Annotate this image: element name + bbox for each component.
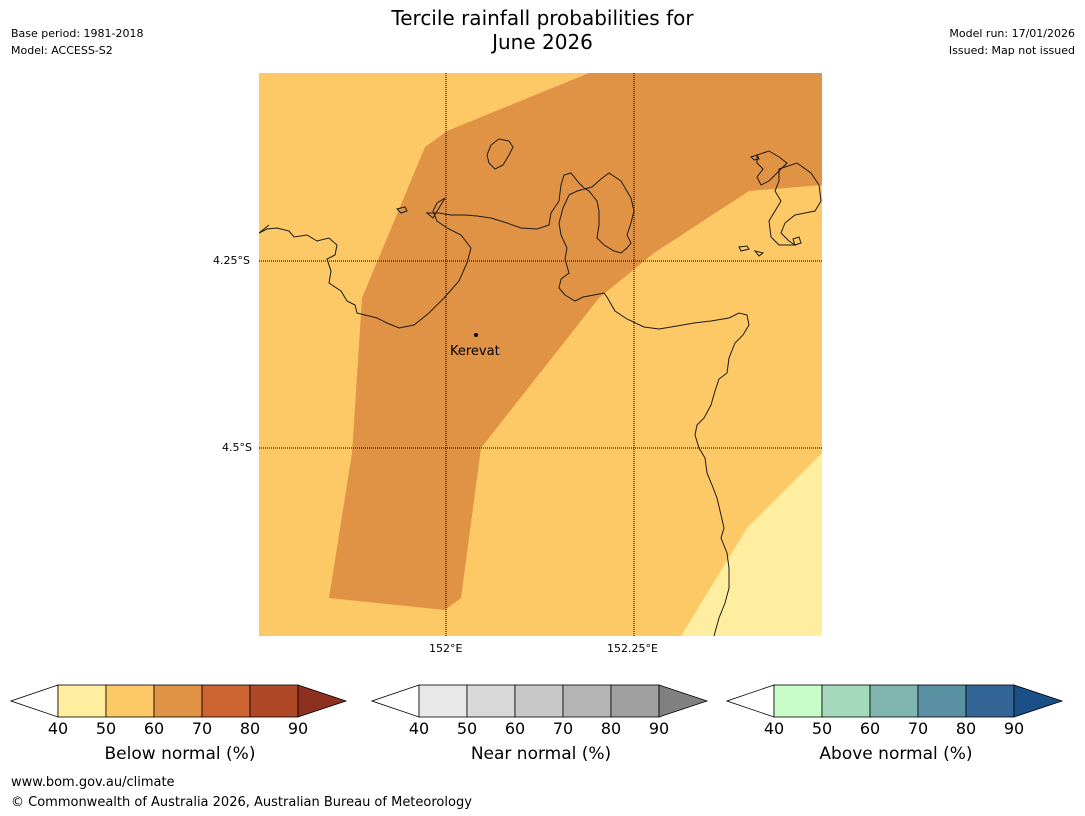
coastline-east-peninsula <box>756 150 822 246</box>
colorbar-tick-label: 80 <box>955 719 977 738</box>
base-period-text: Base period: 1981-2018 <box>11 27 144 40</box>
colorbar-near-normal: Near normal (%) 40 50 60 70 80 90 <box>370 684 711 768</box>
colorbar-below-normal-label: Below normal (%) <box>104 744 256 764</box>
forecast-map: Kerevat <box>259 73 822 636</box>
island-small-1 <box>396 206 408 214</box>
colorbar-tick-label: 60 <box>859 719 881 738</box>
colorbar-tick-label: 90 <box>1003 719 1025 738</box>
colorbar-swatch <box>514 684 564 718</box>
colorbar-swatch <box>869 684 919 718</box>
colorbar-tick-label: 50 <box>95 719 117 738</box>
colorbar-tick-label: 50 <box>811 719 833 738</box>
colorbar-extend-high <box>1013 684 1064 718</box>
colorbar-swatch <box>917 684 967 718</box>
region-below-40-50 <box>681 453 822 636</box>
colorbar-swatch <box>773 684 823 718</box>
colorbar-tick-label: 90 <box>648 719 670 738</box>
colorbar-tick-label: 80 <box>239 719 261 738</box>
region-below-60-70 <box>329 73 822 610</box>
footer-url: www.bom.gov.au/climate <box>11 775 175 790</box>
coastline <box>259 138 822 636</box>
colorbar-tick-label: 60 <box>143 719 165 738</box>
colorbar-swatch <box>821 684 871 718</box>
island-small-4 <box>750 154 760 161</box>
colorbar-extend-high <box>658 684 709 718</box>
colorbar-below-normal: Below normal (%) 40 50 60 70 80 90 <box>9 684 350 768</box>
model-name-text: Model: ACCESS-S2 <box>11 44 113 57</box>
colorbar-tick-label: 70 <box>907 719 929 738</box>
island-small-3 <box>753 250 765 257</box>
colorbar-swatch <box>965 684 1015 718</box>
lat-label-4-25: 4.25°S <box>213 254 250 267</box>
colorbar-swatch <box>418 684 468 718</box>
lat-label-4-5: 4.5°S <box>222 441 252 454</box>
colorbar-tick-label: 40 <box>408 719 430 738</box>
colorbar-above-normal: Above normal (%) 40 50 60 70 80 90 <box>725 684 1066 768</box>
colorbar-swatch <box>562 684 612 718</box>
colorbar-above-normal-label: Above normal (%) <box>819 744 973 764</box>
colorbar-below-normal-swatches <box>9 684 348 718</box>
map-title-line2: June 2026 <box>492 30 593 54</box>
colorbar-tick-label: 40 <box>47 719 69 738</box>
colorbar-tick-label: 70 <box>552 719 574 738</box>
colorbar-tick-label: 90 <box>287 719 309 738</box>
kerevat-label: Kerevat <box>450 344 500 359</box>
colorbar-near-normal-label: Near normal (%) <box>470 744 612 764</box>
lon-label-152: 152°E <box>429 642 463 655</box>
colorbar-swatch <box>610 684 660 718</box>
colorbar-extend-low <box>9 684 59 718</box>
lon-label-152-25: 152.25°E <box>607 642 658 655</box>
colorbar-extend-low <box>725 684 775 718</box>
coastline-main <box>259 172 750 636</box>
colorbar-extend-low <box>370 684 420 718</box>
map-title-line1: Tercile rainfall probabilities for <box>391 6 694 30</box>
model-run-text: Model run: 17/01/2026 <box>949 27 1075 40</box>
island-small-2 <box>738 245 750 252</box>
colorbar-swatch <box>466 684 516 718</box>
colorbar-swatch <box>249 684 299 718</box>
coastline-northwest <box>259 224 270 234</box>
colorbar-tick-label: 70 <box>191 719 213 738</box>
colorbar-swatch <box>153 684 203 718</box>
issued-text: Issued: Map not issued <box>948 44 1075 57</box>
colorbar-tick-label: 40 <box>763 719 785 738</box>
island-small-5 <box>792 236 802 246</box>
colorbar-tick-label: 50 <box>456 719 478 738</box>
island-north <box>486 138 514 170</box>
map-title: Tercile rainfall probabilities for June … <box>0 6 1085 54</box>
colorbar-swatch <box>201 684 251 718</box>
colorbar-tick-label: 80 <box>600 719 622 738</box>
footer-copyright: © Commonwealth of Australia 2026, Austra… <box>11 795 472 810</box>
colorbar-swatch <box>57 684 107 718</box>
colorbar-extend-high <box>297 684 348 718</box>
kerevat-marker <box>474 333 478 337</box>
colorbar-above-normal-swatches <box>725 684 1064 718</box>
colorbar-swatch <box>105 684 155 718</box>
colorbar-near-normal-swatches <box>370 684 709 718</box>
colorbar-tick-label: 60 <box>504 719 526 738</box>
